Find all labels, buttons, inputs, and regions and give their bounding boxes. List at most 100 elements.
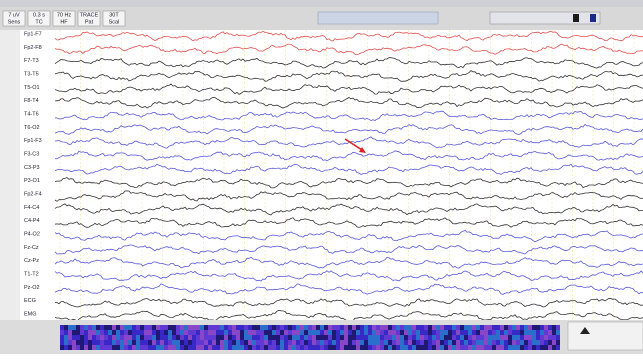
spectrogram-cell [456, 345, 460, 350]
spectrogram-cell [416, 330, 420, 335]
spectrogram-cell [436, 330, 440, 335]
spectrogram-cell [480, 340, 484, 345]
spectrogram-cell [536, 330, 540, 335]
spectrogram-cell [288, 345, 292, 350]
spectrogram-cell [484, 340, 488, 345]
spectrogram-cell [112, 340, 116, 345]
spectrogram-cell [116, 345, 120, 350]
spectrogram-cell [344, 340, 348, 345]
channel-label: T6-O2 [24, 125, 40, 131]
menu-bar [0, 0, 643, 7]
spectrogram-cell [124, 345, 128, 350]
spectrogram-cell [496, 345, 500, 350]
spectrogram-cell [360, 325, 364, 330]
spectrogram-cell [468, 340, 472, 345]
spectrogram-cell [452, 340, 456, 345]
spectrogram-cell [292, 325, 296, 330]
spectrogram-cell [368, 330, 372, 335]
spectrogram-cell [136, 330, 140, 335]
spectrogram-cell [232, 325, 236, 330]
spectrogram-cell [552, 340, 556, 345]
spectrogram-cell [408, 340, 412, 345]
spectrogram-cell [452, 325, 456, 330]
spectrogram-cell [212, 325, 216, 330]
spectrogram-cell [92, 325, 96, 330]
spectrogram-cell [344, 330, 348, 335]
spectrogram-cell [436, 345, 440, 350]
eeg-viewer: Fp1-F7Fp2-F8F7-T3T3-T5T5-O1F8-T4T4-T6T6-… [0, 0, 643, 354]
spectrogram-cell [488, 345, 492, 350]
spectrogram-cell [204, 345, 208, 350]
spectrogram-cell [280, 345, 284, 350]
spectrogram-cell [392, 345, 396, 350]
spectrogram-cell [556, 325, 560, 330]
channel-label: F8-T4 [24, 98, 39, 104]
spectrogram-cell [108, 330, 112, 335]
spectrogram-cell [292, 335, 296, 340]
spectrogram-cell [308, 330, 312, 335]
spectrogram-cell [480, 345, 484, 350]
spectrogram-cell [132, 340, 136, 345]
spectrogram-cell [412, 340, 416, 345]
spectrogram-cell [304, 330, 308, 335]
spectrogram-cell [472, 330, 476, 335]
spectrogram-cell [204, 340, 208, 345]
spectrogram-cell [488, 340, 492, 345]
spectrogram-cell [408, 345, 412, 350]
spectrogram-cell [500, 335, 504, 340]
spectrogram-cell [404, 330, 408, 335]
spectrogram-cell [152, 345, 156, 350]
spectrogram-cell [104, 335, 108, 340]
spectrogram-cell [412, 335, 416, 340]
spectrogram-cell [388, 335, 392, 340]
spectrogram-cell [228, 325, 232, 330]
spectrogram-cell [208, 325, 212, 330]
spectrogram-cell [76, 345, 80, 350]
spectrogram-cell [172, 325, 176, 330]
spectrogram-cell [368, 325, 372, 330]
spectrogram-cell [492, 330, 496, 335]
spectrogram-cell [300, 330, 304, 335]
spectrogram-cell [112, 345, 116, 350]
spectrogram-cell [356, 340, 360, 345]
spectrogram-cell [524, 330, 528, 335]
channel-label: Fp1-F7 [24, 31, 42, 37]
spectrogram-cell [380, 335, 384, 340]
spectrogram-cell [532, 325, 536, 330]
spectrogram-cell [228, 335, 232, 340]
spectrogram-cell [440, 330, 444, 335]
spectrogram-cell [328, 340, 332, 345]
spectrogram-cell [432, 340, 436, 345]
spectrogram-cell [140, 325, 144, 330]
spectrogram-cell [288, 335, 292, 340]
spectrogram-cell [444, 325, 448, 330]
spectrogram-cell [224, 325, 228, 330]
spectrogram-cell [496, 325, 500, 330]
spectrogram-cell [216, 345, 220, 350]
spectrogram-cell [272, 325, 276, 330]
spectrogram-cell [316, 330, 320, 335]
spectrogram-cell [424, 340, 428, 345]
spectrogram-cell [404, 325, 408, 330]
spectrogram-cell [160, 345, 164, 350]
spectrogram-cell [420, 345, 424, 350]
spectrogram-cell [196, 330, 200, 335]
spectrogram-cell [552, 345, 556, 350]
spectrogram-cell [276, 335, 280, 340]
channel-label: Fz-Cz [24, 245, 39, 251]
spectrogram-cell [256, 335, 260, 340]
spectrogram-cell [500, 345, 504, 350]
spectrogram-cell [456, 330, 460, 335]
spectrogram-cell [248, 340, 252, 345]
spectrogram-cell [408, 330, 412, 335]
spectrogram-cell [392, 325, 396, 330]
spectrogram-cell [520, 330, 524, 335]
spectrogram-cell [488, 335, 492, 340]
spectrogram-cell [268, 345, 272, 350]
spectrogram-cell [108, 325, 112, 330]
spectrogram-cell [416, 325, 420, 330]
spectrogram-cell [244, 335, 248, 340]
spectrogram-cell [516, 335, 520, 340]
spectrogram-cell [96, 325, 100, 330]
spectrogram-cell [324, 330, 328, 335]
